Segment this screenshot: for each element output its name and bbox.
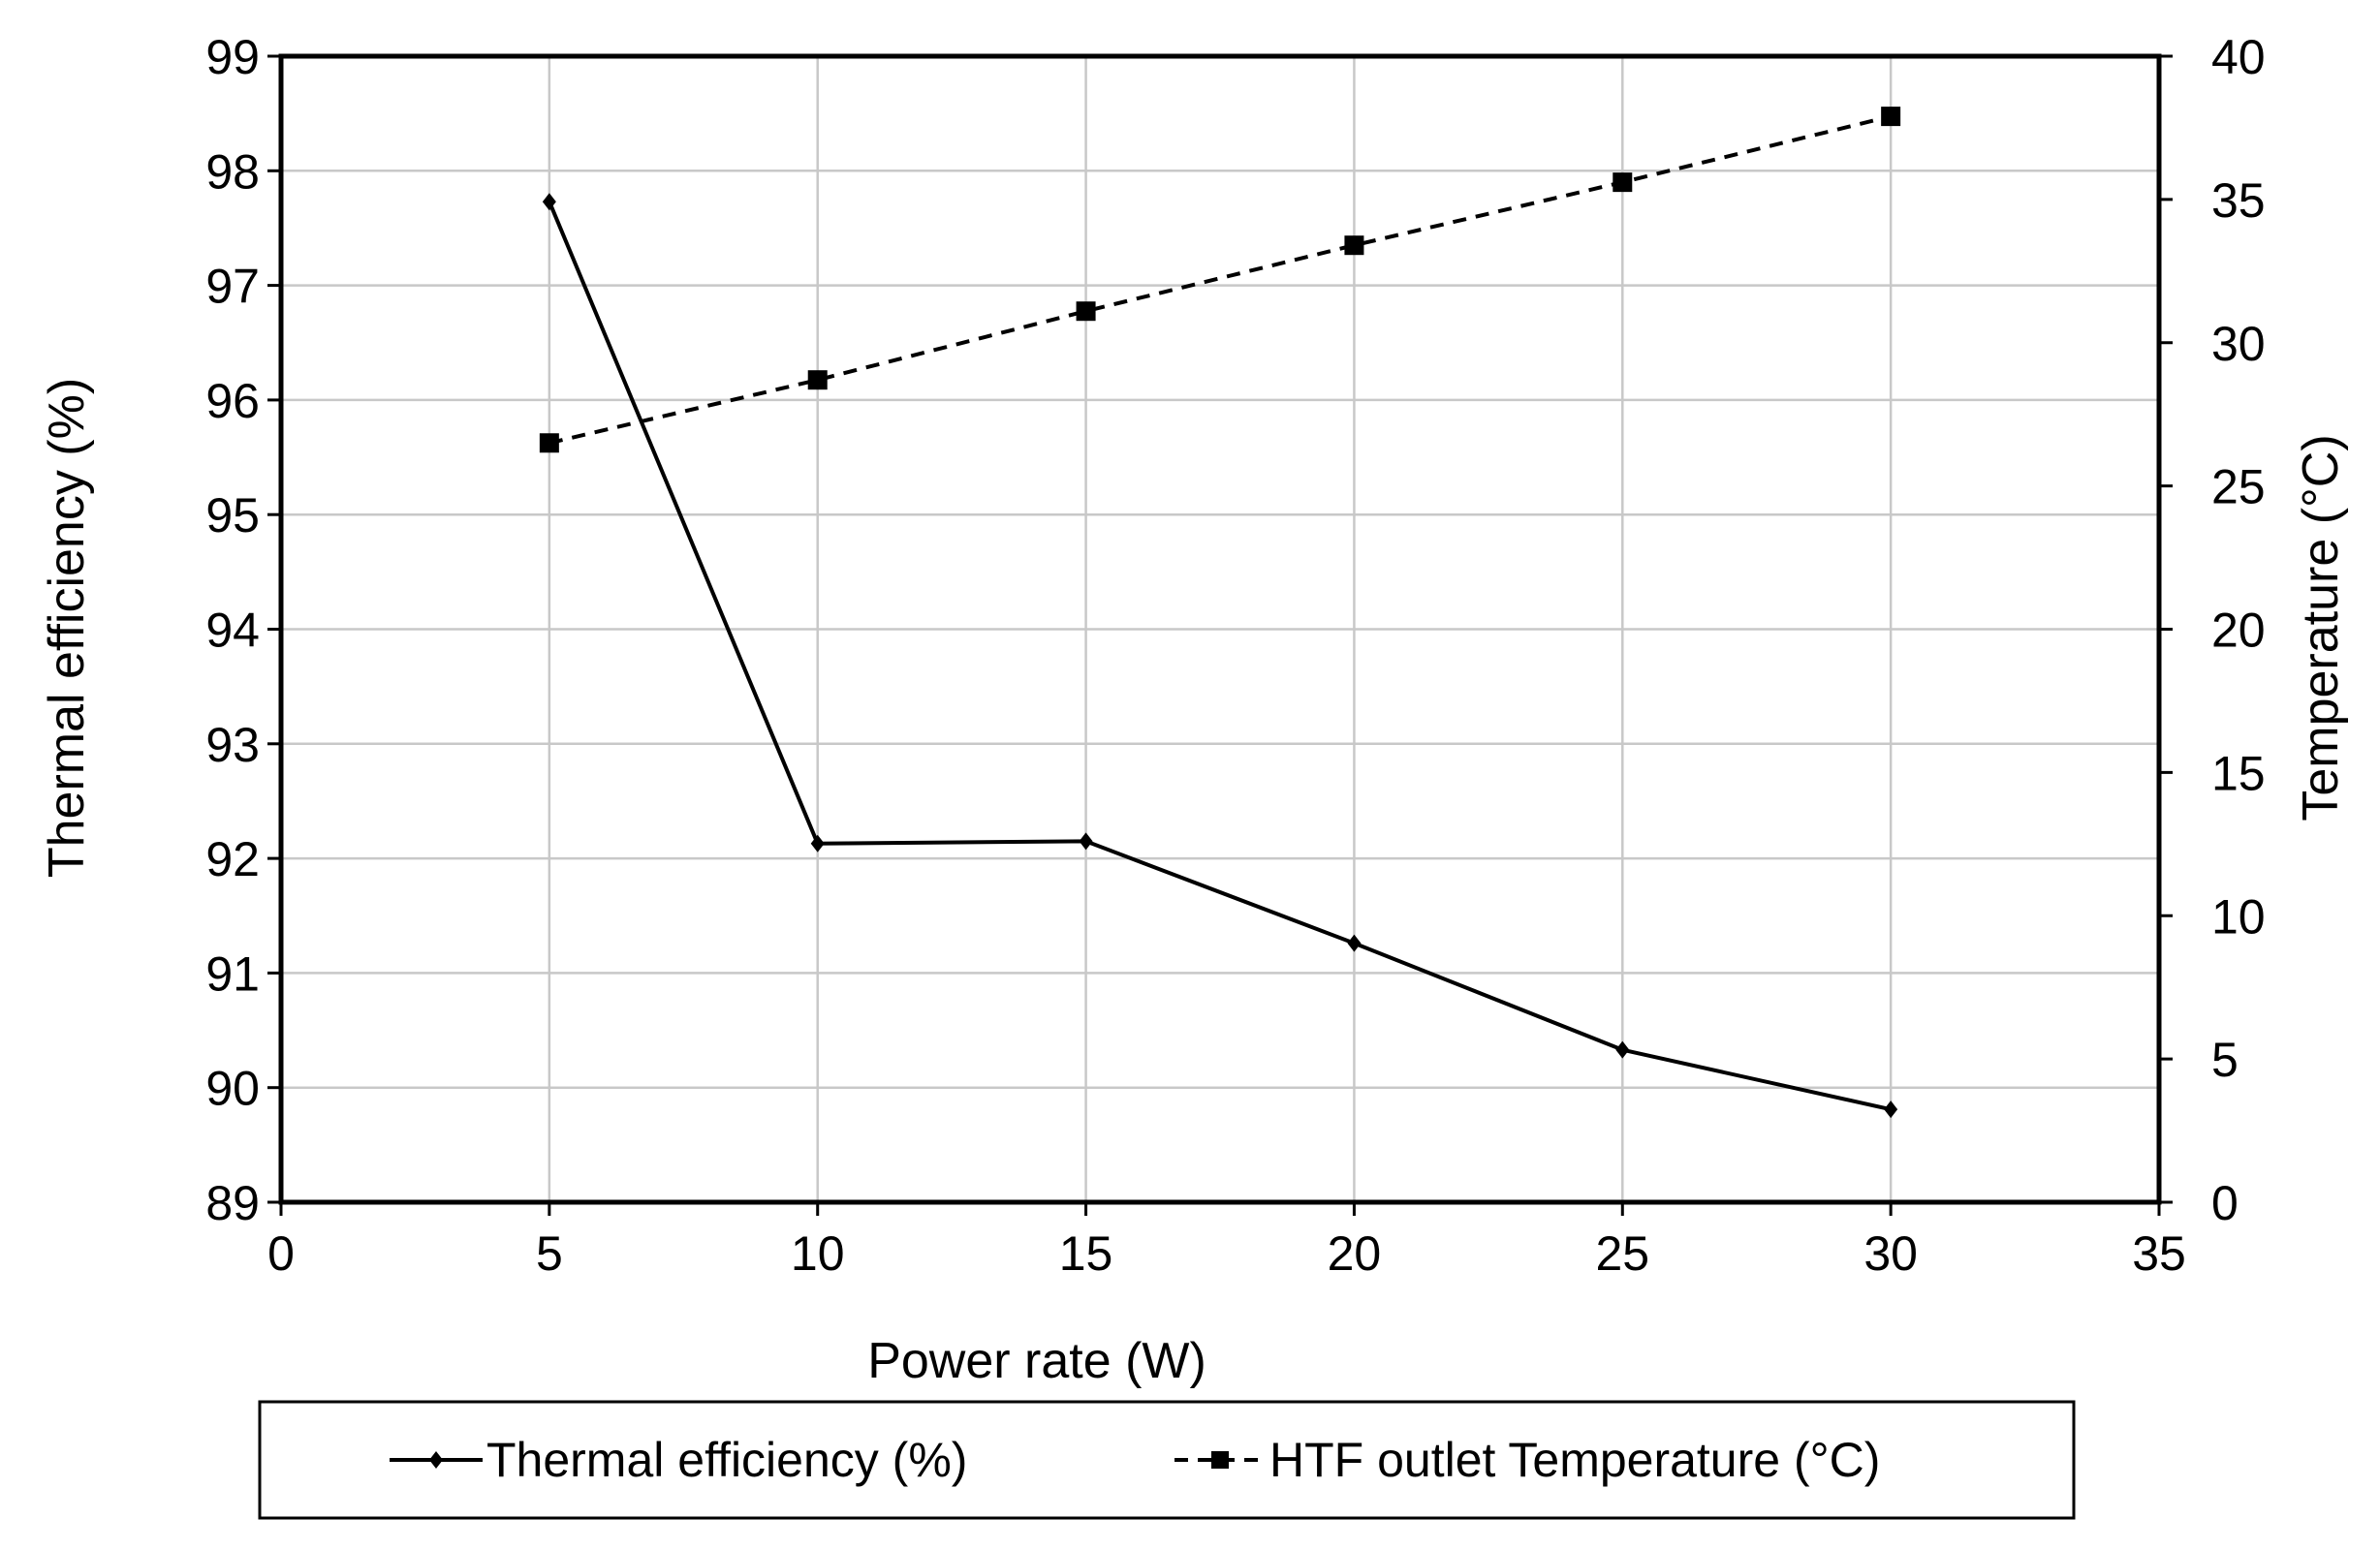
y2-tick-label-5: 5 (2211, 1033, 2239, 1087)
legend-marker-htf-temperature (1211, 1451, 1229, 1469)
x-tick-label-5: 5 (536, 1226, 563, 1281)
series-line-htf-temperature (548, 114, 1892, 446)
legend-label-htf-temperature: HTF outlet Temperature (°C) (1269, 1433, 1880, 1487)
y2-tick-label-40: 40 (2211, 30, 2266, 84)
y2-tick-label-0: 0 (2211, 1176, 2239, 1230)
x-axis-tick-labels: 0 5 10 15 20 25 30 35 (267, 1226, 2186, 1281)
y-tick-label-97: 97 (205, 260, 260, 314)
y-tick-label-98: 98 (205, 144, 260, 199)
y-tick-label-92: 92 (205, 832, 260, 886)
x-tick-label-25: 25 (1595, 1226, 1649, 1281)
tick-marks (267, 54, 2173, 1216)
y2-tick-label-30: 30 (2211, 317, 2266, 371)
y-tick-label-91: 91 (205, 946, 260, 1001)
data-point-htf-temperature-25 (1613, 172, 1633, 193)
y-tick-label-96: 96 (205, 374, 260, 428)
legend-label-thermal-efficiency: Thermal efficiency (%) (486, 1433, 967, 1487)
data-point-htf-temperature-10 (807, 370, 828, 390)
y2-tick-label-35: 35 (2211, 173, 2266, 228)
y-tick-label-89: 89 (205, 1176, 260, 1230)
x-tick-label-35: 35 (2132, 1226, 2186, 1281)
x-tick-label-0: 0 (267, 1226, 295, 1281)
x-tick-label-10: 10 (791, 1226, 845, 1281)
legend-frame (258, 1400, 2076, 1520)
series-line-thermal-efficiency (548, 201, 1892, 1112)
y2-axis-title: Temperature (°C) (2293, 434, 2349, 821)
y2-axis-tick-labels: 0 5 10 15 20 25 30 35 40 (2211, 30, 2266, 1230)
x-tick-label-30: 30 (1863, 1226, 1918, 1281)
y-tick-label-94: 94 (205, 604, 260, 658)
y-axis-title: Thermal efficiency (%) (39, 378, 95, 878)
y-tick-label-90: 90 (205, 1062, 260, 1116)
data-point-thermal-efficiency-10 (810, 834, 825, 852)
data-point-thermal-efficiency-20 (1347, 934, 1362, 952)
grid (281, 56, 2159, 1202)
x-tick-label-15: 15 (1059, 1226, 1113, 1281)
series-htf-temperature (539, 107, 1901, 453)
data-point-htf-temperature-15 (1076, 301, 1096, 322)
y2-tick-label-20: 20 (2211, 604, 2266, 658)
y-tick-label-93: 93 (205, 718, 260, 772)
y-axis-tick-labels: 89 90 91 92 93 94 95 96 97 98 99 (205, 30, 260, 1230)
y-tick-label-99: 99 (205, 30, 260, 84)
y2-tick-label-25: 25 (2211, 460, 2266, 514)
y2-tick-label-15: 15 (2211, 746, 2266, 800)
data-point-thermal-efficiency-5 (542, 193, 556, 211)
y-tick-label-95: 95 (205, 488, 260, 542)
x-tick-label-20: 20 (1328, 1226, 1382, 1281)
data-point-htf-temperature-5 (539, 433, 559, 453)
y2-tick-label-10: 10 (2211, 889, 2266, 944)
data-point-thermal-efficiency-25 (1615, 1040, 1630, 1059)
legend: Thermal efficiency (%) HTF outlet Temper… (258, 1400, 2076, 1520)
series-thermal-efficiency (542, 193, 1898, 1119)
legend-marker-thermal-efficiency (429, 1451, 443, 1469)
x-axis-title: Power rate (W) (867, 1333, 1206, 1389)
data-point-htf-temperature-20 (1344, 235, 1364, 256)
data-point-htf-temperature-30 (1881, 107, 1901, 127)
data-point-thermal-efficiency-30 (1884, 1100, 1898, 1119)
series-layer (539, 107, 1901, 1119)
data-point-thermal-efficiency-15 (1079, 832, 1093, 851)
